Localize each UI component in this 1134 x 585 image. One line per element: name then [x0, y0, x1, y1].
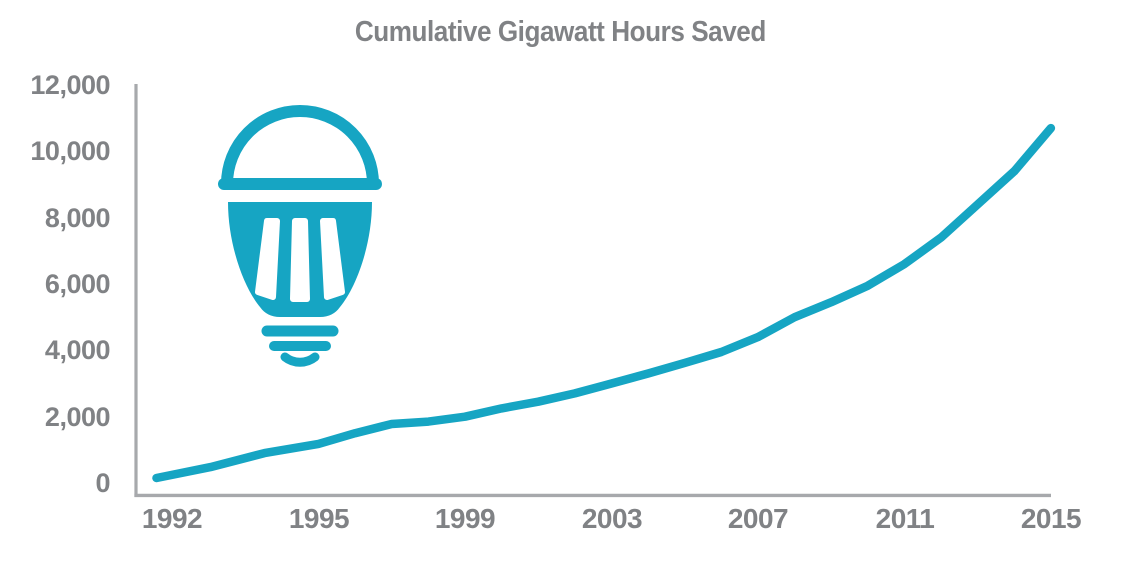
bulb-slot-center-icon [290, 218, 310, 302]
chart-title: Cumulative Gigawatt Hours Saved [260, 16, 860, 49]
y-tick-label: 6,000 [44, 269, 111, 299]
x-tick-label: 2007 [727, 503, 789, 534]
x-tick-label: 2003 [581, 503, 643, 534]
x-tick-label: 1995 [288, 503, 350, 534]
x-tick-label: 2011 [875, 503, 935, 534]
bulb-base-arc-icon [280, 352, 320, 367]
chart-title-text: Cumulative Gigawatt Hours Saved [354, 16, 766, 48]
bulb-dome-arc-icon [221, 105, 379, 185]
bulb-slot-left-icon [255, 218, 280, 300]
y-tick-label: 0 [95, 468, 110, 498]
y-tick-label: 4,000 [44, 335, 111, 365]
y-tick-label: 10,000 [30, 136, 110, 166]
x-tick-label: 1999 [434, 503, 496, 534]
y-tick-label: 8,000 [44, 203, 111, 233]
x-tick-label: 2015 [1020, 503, 1082, 534]
y-tick-label: 12,000 [30, 70, 110, 100]
led-lightbulb-icon [218, 105, 382, 367]
y-tick-label: 2,000 [44, 402, 111, 432]
data-series-line [152, 123, 1056, 483]
bulb-slot-right-icon [320, 218, 345, 300]
x-tick-label: 1992 [141, 503, 203, 534]
